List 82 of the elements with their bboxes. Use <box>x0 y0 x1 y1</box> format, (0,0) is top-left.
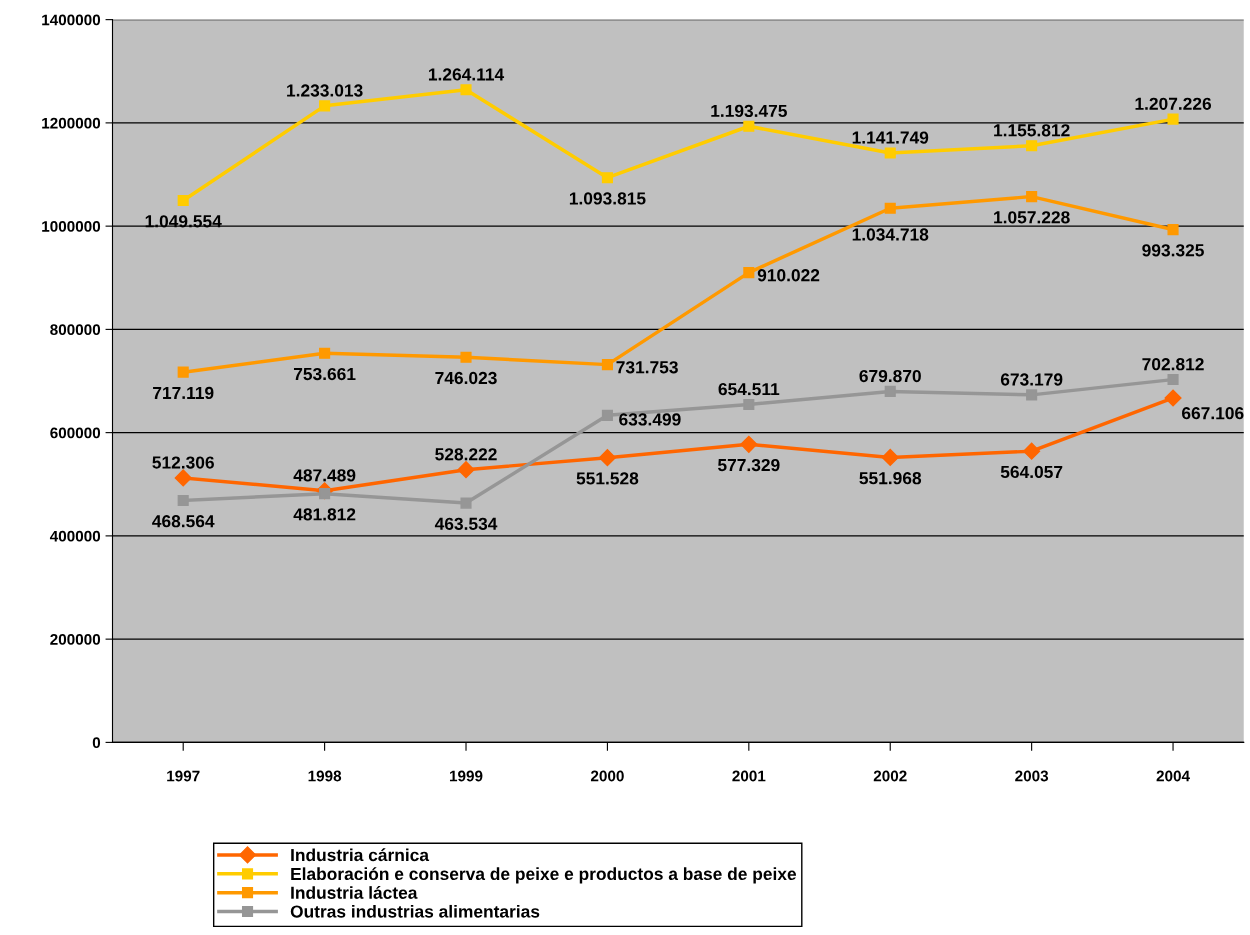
data-label: 487.489 <box>293 469 356 482</box>
data-label: 679.870 <box>859 369 921 383</box>
point <box>319 100 331 112</box>
point <box>740 435 758 453</box>
point <box>1167 224 1179 236</box>
data-label: 1.155.812 <box>994 124 1070 137</box>
data-label: 1.034.718 <box>852 228 929 241</box>
data-label: 717.119 <box>153 386 214 400</box>
data-label: 1.207.226 <box>1135 97 1212 110</box>
point <box>743 267 755 279</box>
data-label: 910.022 <box>757 269 820 282</box>
data-label: 993.325 <box>1142 244 1204 257</box>
point <box>177 366 189 378</box>
data-label: 468.564 <box>152 515 215 528</box>
data-label: 1.193.475 <box>711 104 787 118</box>
x-tick-label: 2003 <box>1015 770 1049 782</box>
data-label: 667.106 <box>1182 407 1244 420</box>
x-tick-label: 1997 <box>167 770 200 782</box>
point <box>884 202 896 214</box>
point <box>1164 389 1182 407</box>
data-label: 481.812 <box>293 508 356 521</box>
data-label: 702.812 <box>1142 358 1204 371</box>
data-label: 551.968 <box>859 472 922 485</box>
y-tick-label: 200000 <box>50 634 101 645</box>
data-label: 633.499 <box>619 413 681 426</box>
data-label: 753.661 <box>293 367 356 381</box>
point <box>601 172 613 184</box>
data-label: 1.049.554 <box>145 215 222 228</box>
data-label: 731.753 <box>616 361 678 374</box>
point <box>174 469 192 487</box>
legend-label: Outras industrias alimentarias <box>290 904 540 918</box>
legend-label: Elaboración e conserva de peixe e productos a base de peixe <box>291 867 797 884</box>
point <box>319 347 331 359</box>
point <box>177 194 189 207</box>
data-label: 551.528 <box>576 472 639 485</box>
legend-label: Industria cárnica <box>291 848 430 862</box>
data-label: 1.057.228 <box>994 211 1070 224</box>
legend-label: Industria láctea <box>291 885 418 899</box>
x-tick-label: 2004 <box>1156 770 1190 782</box>
x-tick-label: 2001 <box>732 770 766 782</box>
point <box>881 448 899 466</box>
data-label: 673.179 <box>1000 373 1063 386</box>
point <box>1026 191 1038 203</box>
data-label: 528.222 <box>435 448 497 461</box>
data-label: 1.093.815 <box>569 192 646 205</box>
y-tick-label: 1200000 <box>42 117 101 129</box>
point <box>1026 140 1038 152</box>
x-tick-label: 2000 <box>590 770 624 782</box>
point <box>1167 374 1179 386</box>
y-tick-label: 800000 <box>50 324 101 336</box>
point <box>601 409 613 421</box>
point <box>1167 113 1179 125</box>
data-label: 463.534 <box>434 517 498 530</box>
point <box>884 385 896 397</box>
x-tick-label: 2002 <box>873 770 907 782</box>
y-tick-label: 400000 <box>49 530 101 542</box>
y-tick-label: 600000 <box>50 427 101 439</box>
point <box>743 398 755 411</box>
point <box>1026 389 1038 401</box>
point <box>884 147 896 159</box>
point <box>601 359 613 371</box>
data-label: 654.511 <box>718 382 780 396</box>
x-tick-label: 1998 <box>308 770 342 782</box>
point <box>460 84 472 96</box>
point <box>177 494 189 507</box>
point <box>1023 442 1041 460</box>
data-label: 512.306 <box>152 456 214 469</box>
data-label: 1.264.114 <box>428 68 505 81</box>
data-label: 746.023 <box>435 371 497 385</box>
point <box>457 461 475 479</box>
y-tick-label: 1400000 <box>42 14 101 26</box>
x-tick-label: 1999 <box>449 770 483 782</box>
point <box>598 449 616 467</box>
data-label: 577.329 <box>717 458 780 472</box>
point <box>460 497 472 509</box>
point <box>460 351 472 363</box>
data-label: 564.057 <box>1000 465 1063 479</box>
y-tick-label: 1000000 <box>42 221 101 232</box>
data-label: 1.233.013 <box>287 84 363 97</box>
y-tick-label: 0 <box>92 737 101 749</box>
point <box>743 120 755 132</box>
data-label: 1.141.749 <box>852 131 929 144</box>
